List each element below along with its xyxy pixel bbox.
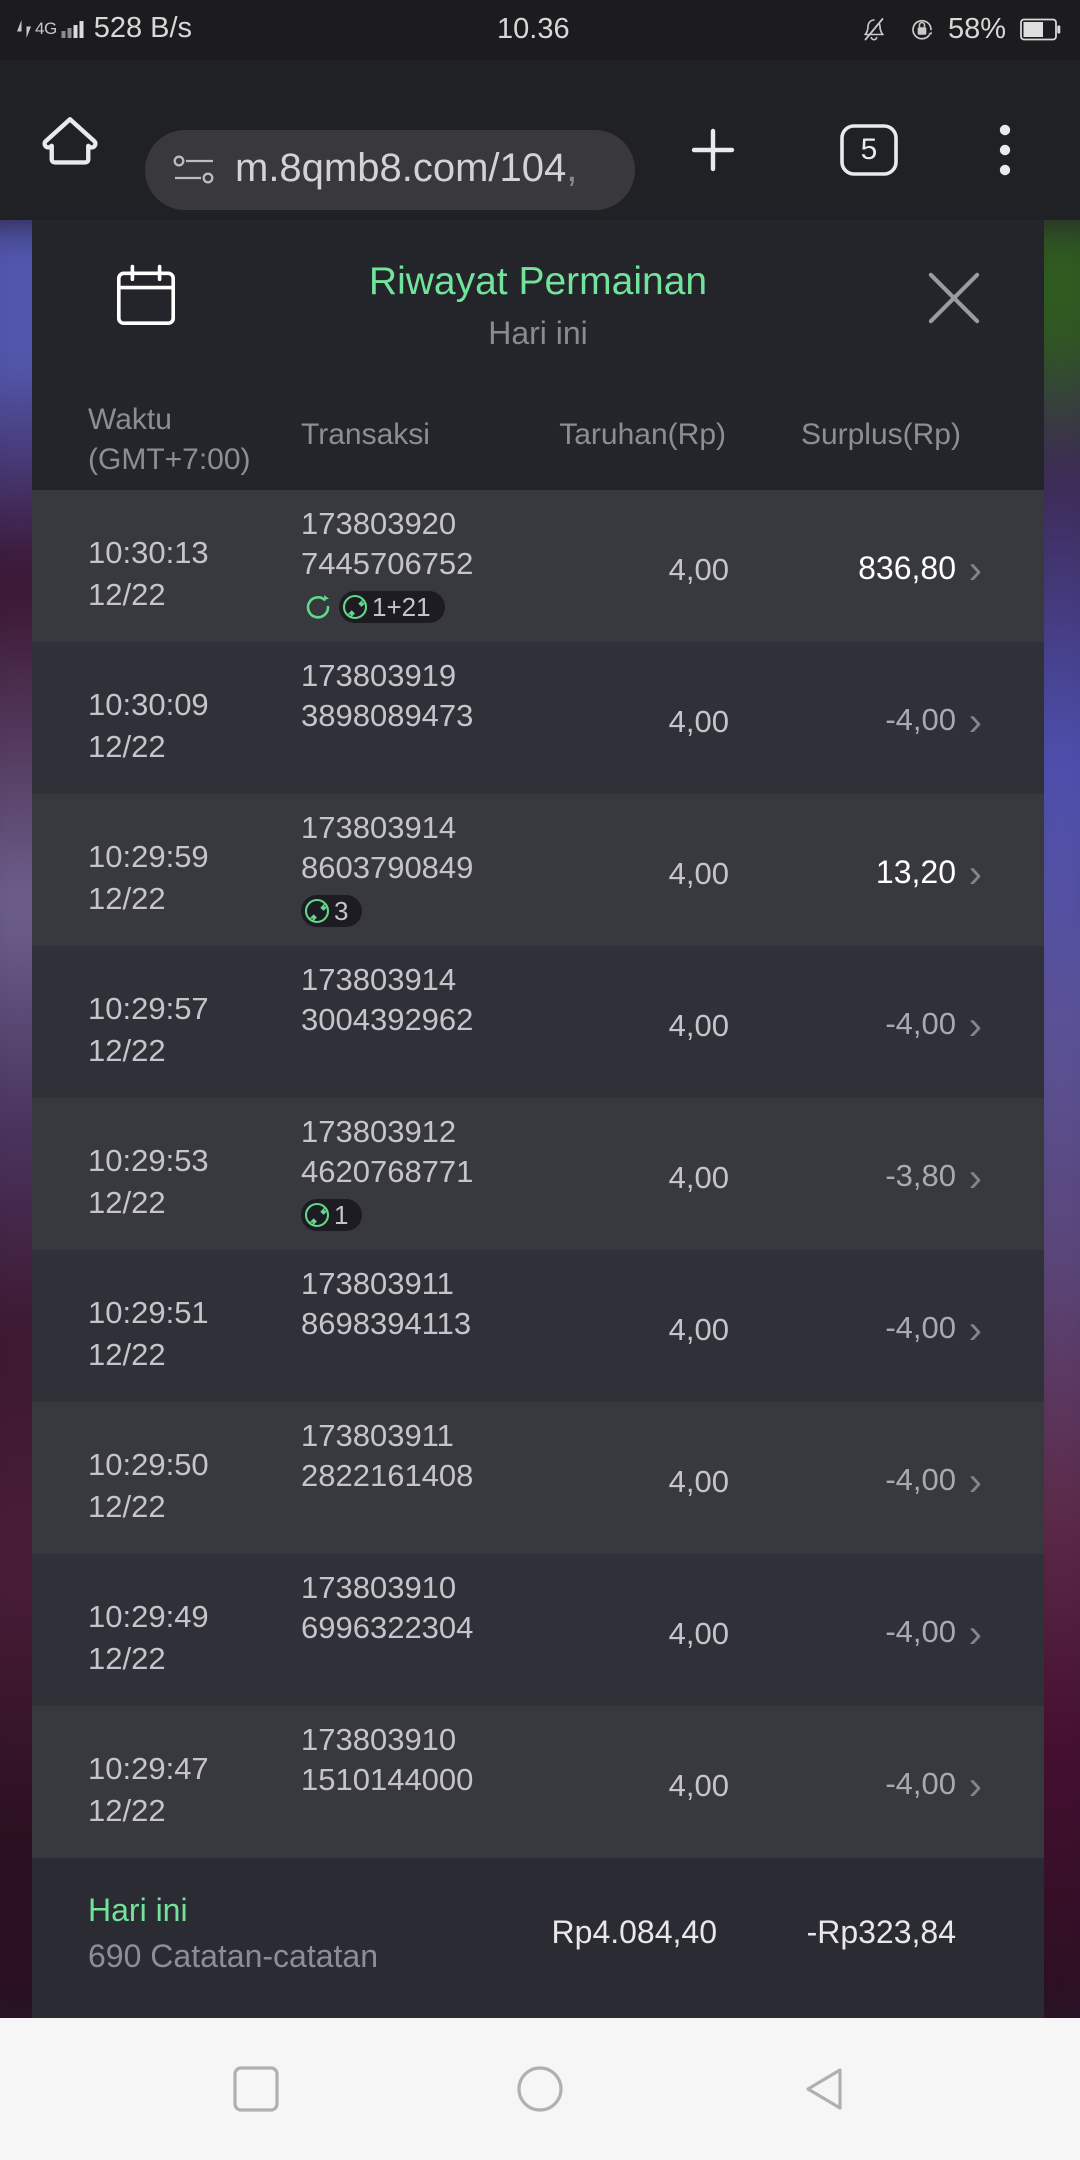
svg-text:5: 5: [861, 133, 878, 166]
